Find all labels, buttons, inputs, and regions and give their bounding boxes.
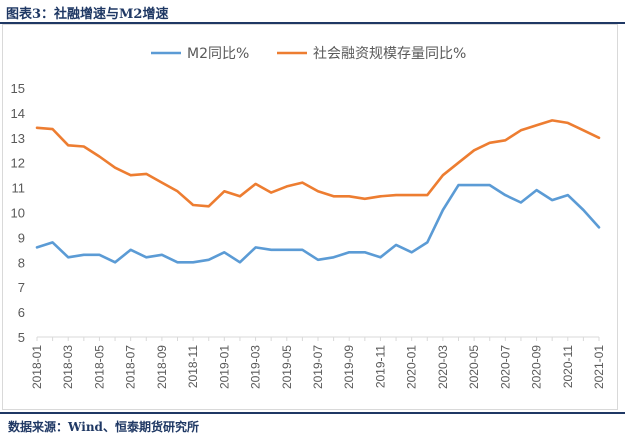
line-chart: 5 6 7 8 9 10 11 12 13 14 15 2018-01 2018-03 2018-05 20…: [11, 46, 606, 389]
x-tick-label: 2019-03: [249, 345, 263, 389]
x-tick-label: 2020-01: [405, 345, 419, 389]
x-tick-label: 2020-09: [530, 345, 544, 389]
y-tick-label: 6: [18, 305, 25, 320]
y-tick-label: 8: [18, 255, 25, 270]
x-tick-label: 2019-05: [280, 345, 294, 389]
x-tick-label: 2019-09: [342, 345, 356, 389]
legend-label: 社会融资规模存量同比%: [313, 46, 466, 62]
title-rule: [0, 22, 625, 24]
x-tick-label: 2018-11: [186, 345, 200, 388]
y-tick-label: 15: [11, 81, 25, 96]
source-rule: [0, 412, 625, 414]
legend-item-m2: M2同比%: [151, 46, 249, 62]
y-tick-label: 14: [11, 106, 25, 121]
legend-item-social-financing: 社会融资规模存量同比%: [277, 46, 466, 62]
x-tick-label: 2019-11: [373, 345, 387, 388]
x-tick-label: 2018-01: [30, 345, 44, 389]
y-tick-label: 13: [11, 131, 25, 146]
figure-title: 图表3：社融增速与M2增速: [6, 7, 169, 22]
source-note: 数据来源：Wind、恒泰期货研究所: [8, 420, 199, 434]
y-tick-label: 7: [18, 280, 25, 295]
x-tick-label: 2018-03: [61, 345, 75, 389]
x-tick-label: 2018-07: [124, 345, 138, 389]
x-tick-label: 2020-03: [436, 345, 450, 389]
x-tick-label: 2018-09: [155, 345, 169, 389]
y-tick-label: 5: [18, 330, 25, 345]
x-tick-label: 2020-07: [498, 345, 512, 389]
y-tick-label: 12: [11, 156, 25, 171]
x-tick-label: 2019-07: [311, 345, 325, 389]
chart-frame: 5 6 7 8 9 10 11 12 13 14 15 2018-01 2018-03 2018-05 20…: [2, 24, 618, 410]
series-line-m2: [35, 183, 601, 264]
y-tick-label: 9: [18, 230, 25, 245]
x-tick-label: 2020-05: [467, 345, 481, 389]
x-tick-label: 2019-01: [217, 345, 231, 389]
x-tick-label: 2018-05: [92, 345, 106, 389]
y-tick-label: 11: [12, 181, 26, 196]
legend-label: M2同比%: [187, 46, 249, 62]
series-line-social-financing: [35, 119, 601, 208]
x-tick-label: 2021-01: [592, 345, 606, 389]
y-tick-label: 10: [11, 206, 25, 221]
x-tick-label: 2020-11: [561, 345, 575, 388]
